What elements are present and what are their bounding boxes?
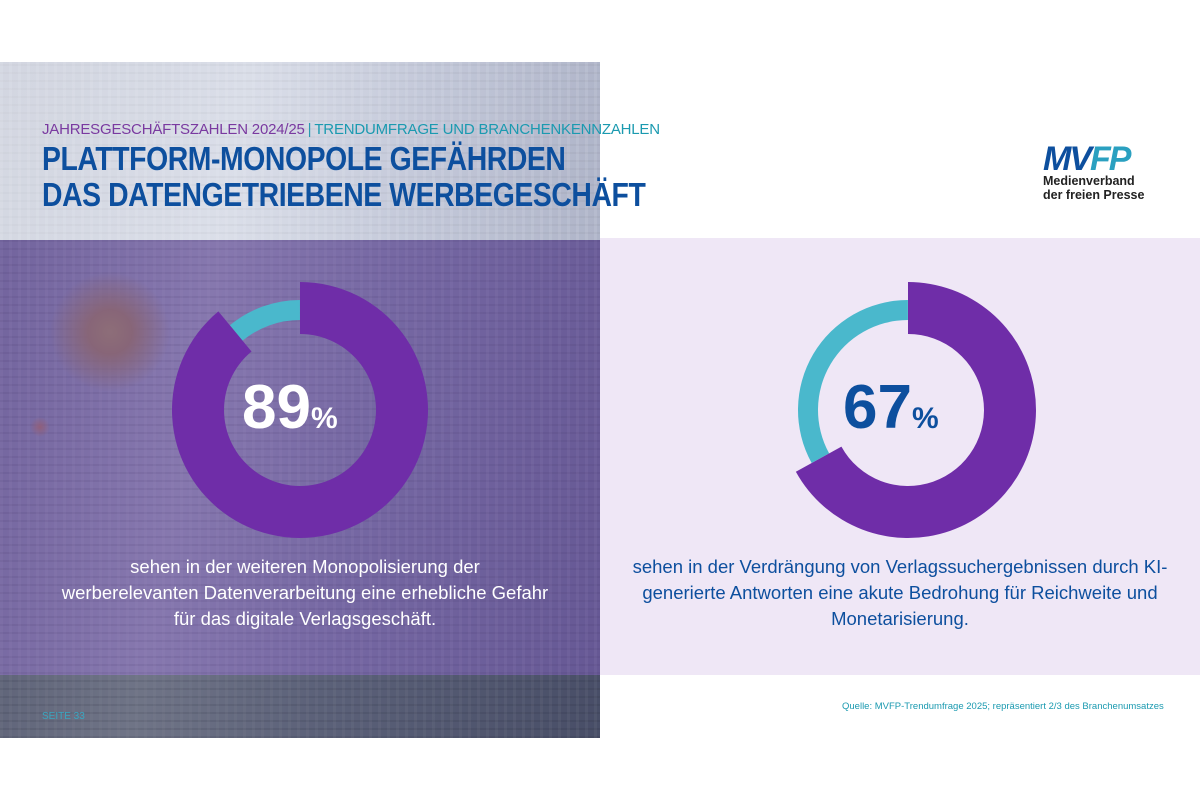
logo-line1: Medienverband [1043, 174, 1135, 188]
donut2-slice-rest [798, 300, 908, 464]
donut2-number: 67 [843, 373, 912, 442]
page-title-line2: DAS DATENGETRIEBENE WERBEGESCHÄFT [42, 176, 646, 213]
donut1-slice-gefahr [172, 282, 428, 538]
donut1-unit: % [310, 402, 338, 435]
mvfp-logo: MVFP Medienverband der freien Presse [1043, 142, 1163, 202]
donut2-unit: % [911, 402, 939, 435]
kicker-left: JAHRESGESCHÄFTSZAHLEN 2024/25 [42, 121, 305, 138]
kicker: JAHRESGESCHÄFTSZAHLEN 2024/25 | TRENDUMFRA… [42, 121, 660, 138]
donut1-number: 89 [242, 373, 311, 442]
kicker-right: TRENDUMFRAGE UND BRANCHENKENNZAHLEN [314, 121, 660, 138]
donut1-description: sehen in der weiteren Monopolisierung de… [61, 556, 549, 629]
logo-mark-fp: FP [1090, 140, 1131, 178]
donut1-slice-rest [229, 300, 300, 341]
donut1-value: 89% [242, 372, 338, 443]
kicker-separator: | [307, 121, 312, 138]
donut2-slice-bedrohung [795, 282, 1036, 538]
logo-mark-mv: MV [1043, 140, 1092, 178]
source-note: Quelle: MVFP-Trendumfrage 2025; repräsen… [842, 701, 1164, 712]
page-number: SEITE 33 [42, 711, 85, 722]
page-title-line1: PLATTFORM-MONOPOLE GEFÄHRDEN [42, 140, 566, 177]
logo-line2: der freien Presse [1043, 188, 1145, 202]
server-background-photo [0, 62, 600, 738]
donut2-description: sehen in der Verdrängung von Verlagssuch… [632, 556, 1168, 629]
donut2-value: 67% [843, 372, 939, 443]
